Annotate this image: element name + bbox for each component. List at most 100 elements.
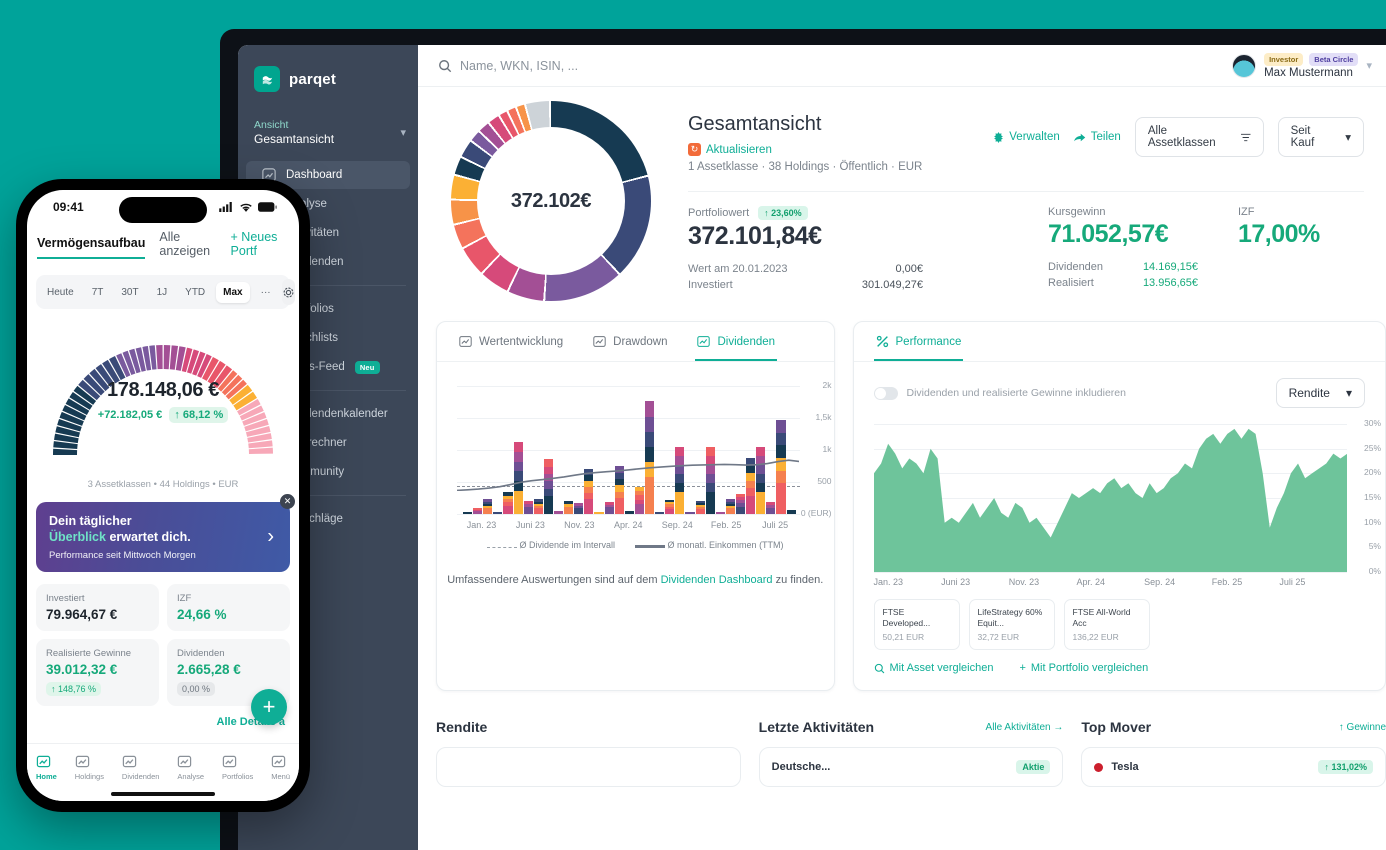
bar[interactable] [735, 494, 746, 514]
portfolio-meta: ↻ Aktualisieren 1 Assetklasse · 38 Holdi… [688, 143, 993, 173]
stat-value: 372.101,84€ [688, 222, 822, 250]
tab-drawdown[interactable]: Drawdown [591, 322, 669, 361]
bar[interactable] [756, 447, 766, 514]
bar-segment [543, 481, 553, 489]
compare-portfolio-button[interactable]: + Mit Portfolio vergleichen [1019, 662, 1148, 674]
asset-chip[interactable]: FTSE Developed... 50,21 EUR [873, 599, 960, 650]
phone-nav-menü[interactable]: Menü [271, 754, 290, 781]
compare-asset-button[interactable]: Mit Asset vergleichen [874, 662, 993, 674]
bar[interactable] [776, 419, 786, 514]
bar[interactable] [574, 503, 584, 514]
include-dividends-toggle[interactable] [873, 386, 898, 400]
phone-range-1j[interactable]: 1J [156, 286, 168, 298]
phone-nav-portfolios[interactable]: Portfolios [222, 754, 253, 781]
rendite-card[interactable] [436, 747, 741, 787]
user-menu[interactable]: Investor Beta Circle Max Mustermann ▾ [1232, 52, 1372, 79]
bar[interactable] [523, 501, 533, 514]
phone-settings-button[interactable] [281, 279, 295, 305]
phone-range-max[interactable]: Max [216, 281, 250, 303]
allocation-donut[interactable]: 372.102€ [451, 101, 651, 301]
phone-range-heute[interactable]: Heute [47, 286, 74, 298]
phone-range-ytd[interactable]: YTD [185, 286, 206, 298]
tab-wertentwicklung[interactable]: Wertentwicklung [457, 322, 565, 361]
bar[interactable] [725, 499, 735, 514]
bar[interactable] [594, 511, 604, 514]
bar[interactable] [503, 492, 513, 514]
phone-range-30t[interactable]: 30T [121, 286, 139, 298]
phone-allocation-gauge[interactable] [27, 317, 299, 469]
all-activities-link[interactable]: Alle Aktivitäten → [985, 721, 1064, 733]
dividends-dashboard-link[interactable]: Dividenden Dashboard [660, 574, 773, 586]
bar[interactable] [483, 499, 493, 514]
phone-nav-dividenden[interactable]: Dividenden [122, 754, 159, 781]
bar[interactable] [584, 469, 594, 514]
bar[interactable] [644, 401, 655, 514]
sidebar-item-label: Dashboard [286, 169, 343, 181]
phone-nav-home[interactable]: Home [36, 754, 57, 781]
phone-tab-alle-anzeigen[interactable]: Alle anzeigen [159, 230, 211, 258]
bar[interactable] [473, 508, 483, 514]
bar[interactable] [766, 502, 776, 514]
asset-chip[interactable]: FTSE All-World Acc 136,22 EUR [1063, 599, 1150, 650]
bar[interactable] [624, 510, 634, 514]
bar[interactable] [665, 499, 675, 514]
search-input[interactable]: Name, WKN, ISIN, ... [438, 59, 1222, 73]
phone-tab--neues-portf[interactable]: + Neues Portf [230, 230, 278, 258]
dividends-bar-chart[interactable]: 0 (EUR) 500 1k 1,5k 2k [457, 380, 832, 518]
bar-segment [564, 504, 574, 508]
phone-all-details-link[interactable]: Alle Details a [216, 716, 285, 728]
bar[interactable] [715, 512, 725, 514]
phone-tile-izf[interactable]: IZF 24,66 % [167, 584, 290, 631]
bar[interactable] [614, 466, 624, 514]
phone-range-7t[interactable]: 7T [91, 286, 104, 298]
tab-dividenden[interactable]: Dividenden [695, 322, 778, 361]
metric-select[interactable]: Rendite ▾ [1275, 378, 1365, 408]
phone-nav-analyse[interactable]: Analyse [177, 754, 204, 781]
bar[interactable] [634, 486, 644, 514]
add-button[interactable]: + [251, 689, 287, 725]
bar-segment [705, 474, 715, 484]
chevron-down-icon[interactable]: ▾ [1366, 60, 1372, 72]
phone-promo-banner[interactable]: ✕ Dein täglicher Überblick erwartet dich… [36, 494, 295, 572]
asset-chip[interactable]: LifeStrategy 60% Equit... 32,72 EUR [968, 599, 1055, 650]
bar[interactable] [604, 501, 614, 514]
assetclass-filter[interactable]: Alle Assetklassen [1134, 117, 1264, 157]
top-mover-filter-link[interactable]: ↑ Gewinne [1338, 721, 1386, 733]
refresh-link[interactable]: Aktualisieren [706, 143, 772, 156]
bar[interactable] [564, 501, 574, 514]
phone-nav-holdings[interactable]: Holdings [75, 754, 104, 781]
share-button[interactable]: Teilen [1073, 131, 1121, 143]
dividends-footer: Umfassendere Auswertungen sind auf dem D… [437, 574, 834, 586]
bar[interactable] [746, 458, 756, 514]
footer-suffix: zu finden. [775, 574, 824, 586]
phone-tile-investiert[interactable]: Investiert 79.964,67 € [36, 584, 159, 631]
compare-portfolio-label: Mit Portfolio vergleichen [1030, 662, 1149, 674]
chevron-right-icon[interactable]: › [267, 525, 274, 548]
view-selector[interactable]: Ansicht Gesamtansicht ▾ [254, 118, 406, 147]
performance-area-chart[interactable]: 0% 5% 10% 15% 20% 25% 30% [873, 418, 1381, 576]
bar[interactable] [553, 511, 564, 514]
bar[interactable] [493, 512, 503, 514]
bar[interactable] [786, 510, 796, 514]
brand-logo[interactable]: parqet [238, 61, 418, 92]
close-icon[interactable]: ✕ [280, 494, 295, 509]
bar[interactable] [655, 512, 665, 514]
bar-segment [675, 474, 685, 484]
bar[interactable] [705, 446, 715, 514]
phone-range-···[interactable]: ··· [260, 286, 271, 298]
tab-performance[interactable]: Performance [873, 322, 964, 361]
bar[interactable] [685, 512, 695, 514]
bar[interactable] [695, 500, 705, 514]
bar[interactable] [463, 512, 473, 514]
phone-tab-verm-gensaufbau[interactable]: Vermögensaufbau [37, 236, 146, 259]
bar[interactable] [533, 499, 543, 514]
mover-row[interactable]: Tesla ↑ 131,02% [1081, 747, 1386, 787]
manage-button[interactable]: Verwalten [993, 131, 1060, 143]
phone-tile-realisierte-gewinne[interactable]: Realisierte Gewinne 39.012,32 € ↑ 148,76 % [36, 639, 159, 706]
legend-swatch-solid [635, 545, 666, 548]
activity-row[interactable]: Deutsche... Aktie [758, 747, 1064, 787]
bar[interactable] [675, 446, 685, 514]
bar[interactable] [543, 459, 553, 514]
period-filter[interactable]: Seit Kauf ▾ [1277, 117, 1364, 157]
bar[interactable] [513, 442, 523, 514]
